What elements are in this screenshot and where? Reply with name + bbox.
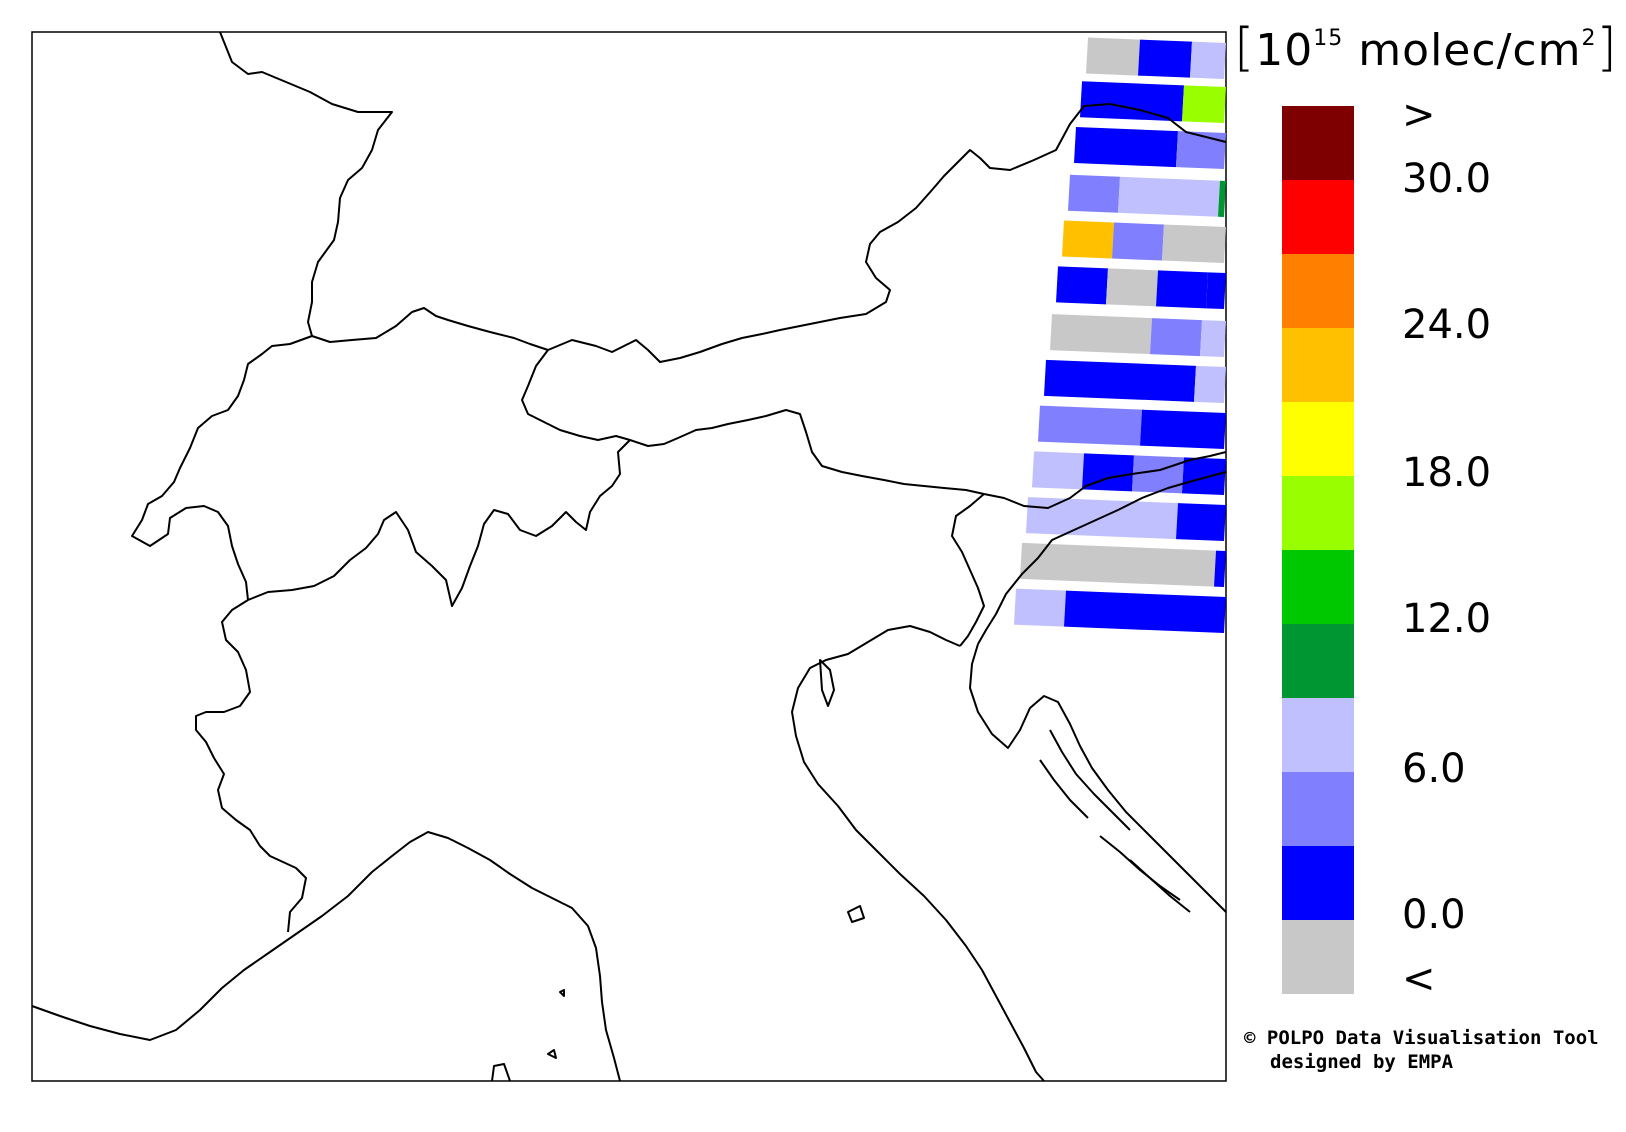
swath-pixel [1140, 409, 1226, 450]
colorbar [1282, 106, 1354, 994]
swath-pixel [1044, 359, 1196, 402]
swath-pixel [1218, 180, 1226, 218]
swath-pixel [1156, 270, 1208, 309]
swath-pixel [1176, 503, 1226, 542]
swath-pixel [1056, 266, 1108, 305]
credit-line-1: © POLPO Data Visualisation Tool [1244, 1027, 1599, 1049]
colorbar-swatch [1282, 550, 1354, 624]
swath-pixel [1086, 37, 1140, 76]
unit-base: 10 [1255, 25, 1314, 76]
swath-pixel [1214, 550, 1226, 588]
colorbar-tick-label: 12.0 [1402, 596, 1492, 642]
colorbar-unit-label: [1015 molec/cm2] [1234, 18, 1618, 78]
colorbar-tick-label: 24.0 [1402, 302, 1492, 348]
unit-open-bracket: [ [1234, 18, 1256, 78]
swath-pixel [1074, 127, 1178, 168]
colorbar-swatch [1282, 920, 1354, 994]
swath-pixel [1206, 272, 1226, 310]
swath-pixel [1176, 131, 1226, 170]
colorbar-tick-label: 6.0 [1402, 746, 1466, 792]
colorbar-swatch [1282, 476, 1354, 550]
swath-pixel [1062, 220, 1114, 259]
credit-line-2: designed by EMPA [1270, 1051, 1454, 1073]
unit-exponent: 15 [1313, 26, 1344, 52]
colorbar-swatch [1282, 254, 1354, 328]
swath-pixel [1132, 455, 1184, 494]
swath-pixel [1032, 451, 1084, 490]
colorbar-swatch [1282, 772, 1354, 846]
swath-pixel [1020, 542, 1216, 587]
swath-pixel [1182, 457, 1226, 496]
colorbar-swatch [1282, 402, 1354, 476]
credit-text: © POLPO Data Visualisation Tool designed… [1244, 1026, 1599, 1074]
colorbar-swatch [1282, 846, 1354, 920]
colorbar-swatch [1282, 180, 1354, 254]
colorbar-tick-label: 18.0 [1402, 450, 1492, 496]
unit-text: molec/cm [1358, 25, 1582, 76]
colorbar-under-label: < [1402, 956, 1436, 1002]
colorbar-swatch [1282, 328, 1354, 402]
swath-pixel [1050, 314, 1152, 355]
swath-pixel [1190, 41, 1226, 80]
swath-pixel [1138, 39, 1192, 78]
colorbar-swatch [1282, 624, 1354, 698]
swath-pixel [1038, 405, 1142, 446]
country-borders [31, 31, 1227, 1082]
swath-pixel [1112, 222, 1164, 261]
swath-pixel [1194, 365, 1226, 404]
swath-pixel [1064, 590, 1226, 634]
swath-pixel [1014, 588, 1066, 627]
colorbar-tick-label: 30.0 [1402, 156, 1492, 202]
swath-pixel [1068, 174, 1120, 213]
swath-pixel [1150, 318, 1202, 357]
swath-pixel [1182, 85, 1226, 124]
satellite-swath [1014, 37, 1226, 634]
unit-square: 2 [1581, 26, 1597, 52]
colorbar-tick-label: 0.0 [1402, 892, 1466, 938]
swath-pixel [1118, 176, 1220, 217]
swath-pixel [1080, 81, 1184, 122]
swath-pixel [1106, 268, 1158, 307]
swath-pixel [1200, 320, 1226, 358]
unit-close-bracket: ] [1596, 18, 1618, 78]
colorbar-swatch [1282, 698, 1354, 772]
colorbar-over-label: > [1402, 92, 1436, 138]
swath-pixel [1162, 224, 1226, 264]
colorbar-swatch [1282, 106, 1354, 180]
